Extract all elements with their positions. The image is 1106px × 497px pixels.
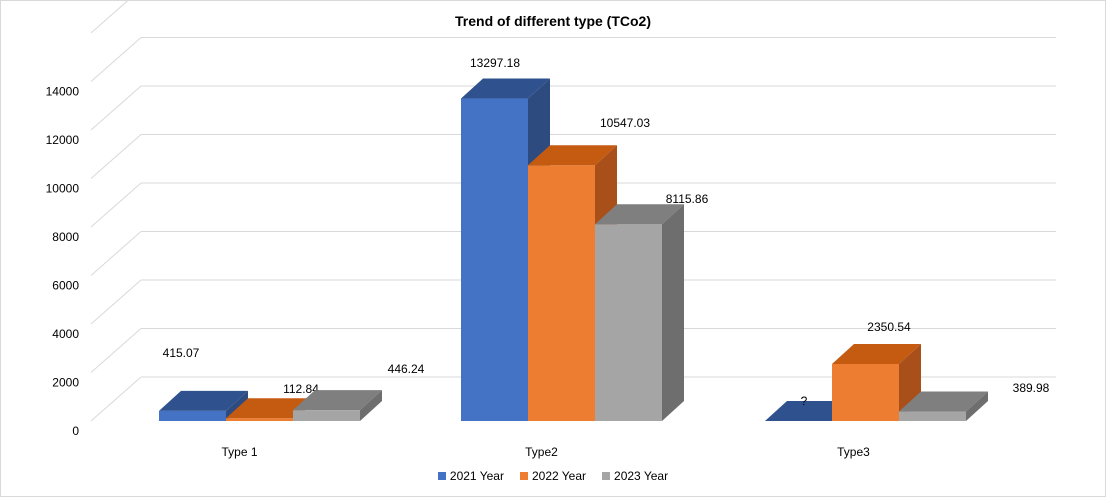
bar-top [528, 145, 617, 166]
bar-front [293, 410, 360, 421]
gridline-diagonal [90, 37, 142, 82]
bar-top [461, 78, 550, 99]
bar-front [159, 410, 226, 421]
bar-top [595, 204, 684, 225]
bar-side [966, 391, 988, 421]
bar-top [293, 390, 382, 411]
data-label: ? [801, 394, 808, 408]
data-label: 415.07 [163, 346, 200, 360]
data-label: 2350.54 [867, 320, 911, 334]
data-label: 13297.18 [470, 56, 520, 70]
legend-label: 2023 Year [614, 469, 669, 483]
bar-side [662, 204, 684, 421]
category-label: Type2 [525, 445, 558, 459]
data-label: 10547.03 [600, 116, 650, 130]
category-label: Type 1 [221, 445, 257, 459]
bar-front [899, 411, 966, 421]
gridline-diagonal [90, 134, 142, 179]
legend-swatch [602, 472, 611, 480]
data-label: 112.84 [283, 382, 319, 396]
bar-side [360, 390, 382, 421]
y-tick-label: 14000 [46, 85, 80, 99]
gridline-diagonal [90, 376, 142, 422]
gridline-diagonal [90, 85, 142, 131]
legend-item: 2023 Year [602, 469, 668, 483]
chart-legend: 2021 Year 2022 Year 2023 Year [1, 469, 1105, 483]
data-label: 389.98 [1013, 381, 1050, 395]
bar-top [226, 398, 315, 419]
bar-front [832, 363, 899, 421]
y-tick-label: 10000 [46, 182, 80, 196]
gridline-diagonal [90, 231, 142, 276]
bar-front [226, 418, 293, 421]
bar-top [159, 390, 248, 411]
y-tick-label: 8000 [52, 230, 79, 244]
y-tick-label: 2000 [52, 376, 79, 390]
bar-front [528, 165, 595, 421]
category-label: Type3 [837, 445, 870, 459]
gridline-diagonal [90, 328, 142, 373]
legend-item: 2021 Year [437, 469, 504, 483]
legend-label: 2022 Year [531, 469, 587, 483]
bar-front [595, 224, 662, 421]
bar-top [765, 401, 854, 421]
data-label: 8115.86 [666, 192, 709, 206]
legend-item: 2022 Year [519, 469, 587, 483]
y-tick-label: 4000 [52, 327, 79, 341]
legend-label: 2021 Year [449, 469, 504, 483]
chart-title: Trend of different type (TCo2) [455, 13, 651, 29]
y-tick-label: 6000 [52, 279, 79, 293]
bar-top [899, 391, 988, 412]
bar-top [832, 343, 921, 364]
y-tick-label: 0 [72, 424, 79, 438]
legend-swatch [519, 472, 528, 480]
gridline-diagonal [90, 182, 142, 228]
gridline-diagonal [90, 1, 129, 34]
data-label: 446.24 [388, 362, 425, 376]
gridline-diagonal [90, 279, 142, 325]
bar-front [461, 98, 528, 421]
legend-swatch [437, 472, 446, 480]
y-tick-label: 12000 [46, 133, 80, 147]
